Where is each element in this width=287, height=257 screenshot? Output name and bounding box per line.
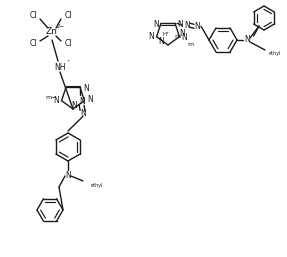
Text: N: N <box>148 32 154 41</box>
Text: N: N <box>244 35 250 44</box>
Text: 2−: 2− <box>57 24 65 30</box>
Text: Cl: Cl <box>29 12 37 21</box>
Text: H⁺: H⁺ <box>162 32 170 38</box>
Text: N: N <box>194 22 200 31</box>
Text: N: N <box>83 84 89 93</box>
Text: N: N <box>71 101 77 110</box>
Text: N: N <box>158 38 164 47</box>
Text: m: m <box>187 42 193 47</box>
Text: ethyl: ethyl <box>269 50 281 56</box>
Text: N: N <box>177 20 183 29</box>
Text: N: N <box>153 20 159 29</box>
Text: N: N <box>180 29 185 38</box>
Text: m: m <box>174 34 180 40</box>
Text: N: N <box>53 96 59 105</box>
Text: NH: NH <box>54 63 66 72</box>
Text: N: N <box>65 170 71 179</box>
Text: ⁺: ⁺ <box>67 60 69 66</box>
Text: N: N <box>80 109 86 118</box>
Text: N: N <box>88 95 93 104</box>
Text: Zn: Zn <box>46 27 58 36</box>
Text: N: N <box>184 21 190 30</box>
Text: Cl: Cl <box>29 40 37 49</box>
Text: N: N <box>79 97 85 106</box>
Text: Cl: Cl <box>64 12 72 21</box>
Text: Cl: Cl <box>64 40 72 49</box>
Text: m−: m− <box>45 95 56 100</box>
Text: N: N <box>181 33 187 42</box>
Text: ethyl: ethyl <box>91 182 103 188</box>
